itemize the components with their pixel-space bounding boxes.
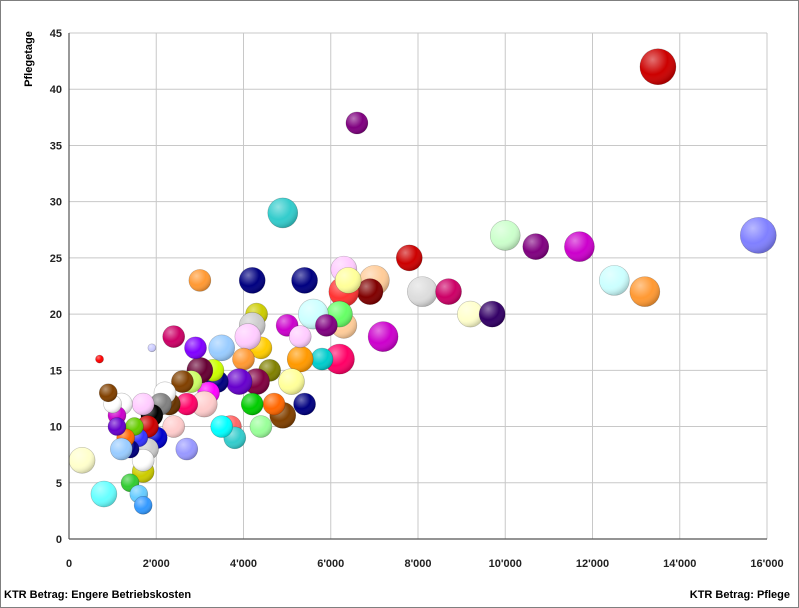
bubble-highlight	[208, 334, 235, 361]
y-tick-label: 45	[50, 28, 62, 40]
bubble-highlight	[99, 383, 118, 402]
bubble-highlight	[345, 111, 368, 134]
bubble-highlight	[291, 267, 318, 294]
bubble-highlight	[368, 321, 399, 352]
y-tick-label: 15	[50, 365, 62, 377]
x-tick-label: 12'000	[576, 558, 609, 570]
bubble-highlight	[740, 217, 777, 254]
bubble-highlight	[629, 276, 660, 307]
y-tick-label: 5	[56, 478, 62, 490]
bubble-highlight	[335, 267, 362, 294]
bubble-highlight	[175, 438, 198, 461]
bubble-highlight	[95, 355, 104, 364]
y-tick-label: 25	[50, 253, 62, 265]
bubble-highlight	[191, 391, 218, 418]
y-tick-label: 35	[50, 140, 62, 152]
bubble-series	[68, 48, 777, 515]
bubble-highlight	[457, 301, 484, 328]
x-axis-title-right: KTR Betrag: Pflege	[689, 589, 790, 601]
x-tick-label: 14'000	[663, 558, 696, 570]
bubble-highlight	[184, 336, 207, 359]
bubble-highlight	[162, 415, 185, 438]
bubble-highlight	[315, 314, 338, 337]
bubble-highlight	[324, 344, 355, 375]
axes	[68, 33, 767, 540]
bubble-highlight	[287, 346, 314, 373]
x-tick-label: 2'000	[143, 558, 170, 570]
bubble-highlight	[599, 265, 630, 296]
bubble-highlight	[639, 48, 676, 85]
y-axis-title: Pflegetage	[23, 31, 35, 87]
x-tick-label: 10'000	[489, 558, 522, 570]
bubble-highlight	[278, 368, 305, 395]
bubble-highlight	[175, 393, 198, 416]
bubble-highlight	[226, 368, 253, 395]
x-tick-label: 16'000	[750, 558, 783, 570]
y-tick-label: 0	[56, 534, 62, 546]
bubble-highlight	[263, 393, 286, 416]
bubble-highlight	[241, 393, 264, 416]
bubble-highlight	[267, 197, 298, 228]
bubble-highlight	[132, 393, 155, 416]
bubble-highlight	[357, 278, 384, 305]
bubble-highlight	[210, 415, 233, 438]
bubble-highlight	[522, 233, 549, 260]
bubble-highlight	[239, 267, 266, 294]
bubble-highlight	[249, 415, 272, 438]
x-tick-label: 6'000	[317, 558, 344, 570]
bubble-highlight	[289, 325, 312, 348]
bubble-highlight	[479, 301, 506, 328]
y-tick-label: 40	[50, 84, 62, 96]
bubble-highlight	[188, 269, 211, 292]
x-tick-label: 8'000	[404, 558, 431, 570]
y-tick-label: 10	[50, 422, 62, 434]
x-tick-label: 4'000	[230, 558, 257, 570]
bubble-highlight	[162, 325, 185, 348]
bubble-highlight	[564, 231, 595, 262]
bubble-highlight	[132, 449, 155, 472]
bubble-highlight	[232, 348, 255, 371]
x-tick-label: 0	[66, 558, 72, 570]
bubble-highlight	[407, 276, 438, 307]
bubble-highlight	[490, 220, 521, 251]
bubble-highlight	[69, 447, 96, 474]
bubble-highlight	[110, 438, 133, 461]
bubble-highlight	[90, 481, 117, 508]
y-tick-label: 20	[50, 309, 62, 321]
y-tick-label: 30	[50, 197, 62, 209]
grid-lines	[68, 32, 768, 540]
x-axis-title-left: KTR Betrag: Engere Betriebskosten	[4, 589, 192, 601]
tick-labels: 0 2'000 4'000 6'000 8'000 10'000 12'000 14'000 1…	[50, 28, 784, 570]
bubble-highlight	[107, 417, 126, 436]
bubble-highlight	[435, 278, 462, 305]
bubble-highlight	[396, 244, 423, 271]
bubble-highlight	[134, 496, 153, 515]
bubble-highlight	[147, 343, 156, 352]
bubble-highlight	[234, 323, 261, 350]
bubble-highlight	[293, 393, 316, 416]
bubble-highlight	[311, 348, 334, 371]
bubble-highlight	[171, 370, 194, 393]
